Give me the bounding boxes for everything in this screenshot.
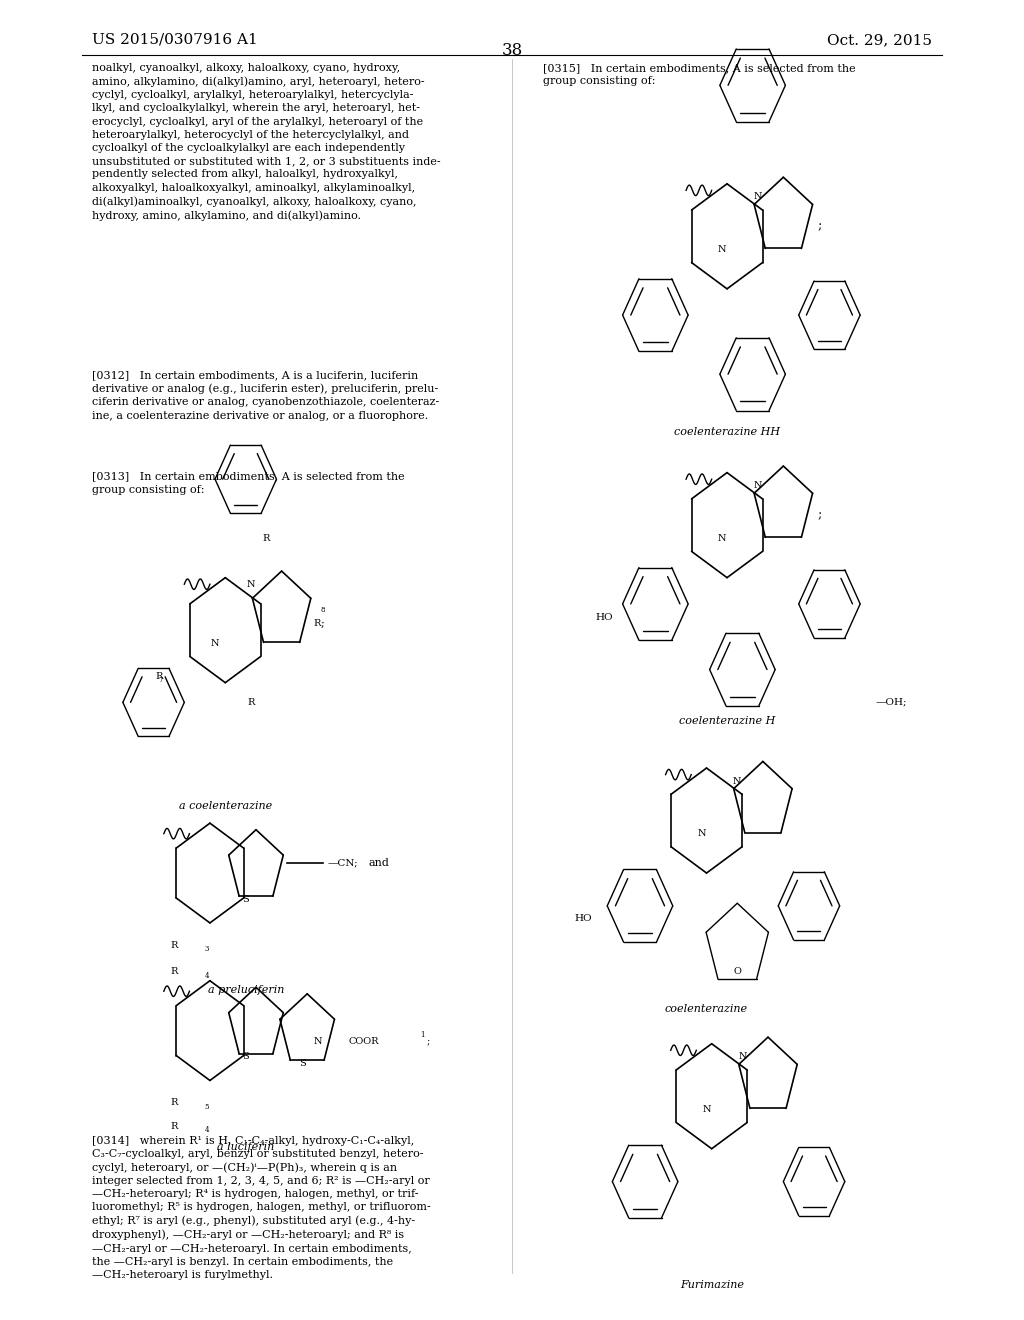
Text: HO: HO <box>574 915 593 924</box>
Text: 7: 7 <box>159 676 163 684</box>
Text: O: O <box>733 968 741 975</box>
Text: R: R <box>313 619 322 628</box>
Text: N: N <box>313 1036 322 1045</box>
Text: 8: 8 <box>321 606 325 615</box>
Text: R: R <box>155 672 163 681</box>
Text: N: N <box>754 193 762 202</box>
Text: N: N <box>718 246 726 253</box>
Text: S: S <box>243 895 249 904</box>
Text: R: R <box>262 533 270 543</box>
Text: R: R <box>170 968 178 975</box>
Text: COOR: COOR <box>348 1036 379 1045</box>
Text: N: N <box>754 482 762 490</box>
Text: R: R <box>170 1098 178 1107</box>
Text: 4: 4 <box>205 972 209 979</box>
Text: Furimazine: Furimazine <box>680 1280 743 1290</box>
Text: a coelenterazine: a coelenterazine <box>178 801 272 810</box>
Text: coelenterazine HH: coelenterazine HH <box>674 426 780 437</box>
Text: coelenterazine H: coelenterazine H <box>679 715 775 726</box>
Text: R: R <box>247 698 255 708</box>
Text: 3: 3 <box>205 945 209 953</box>
Text: coelenterazine: coelenterazine <box>665 1005 749 1014</box>
Text: 4: 4 <box>205 1126 209 1134</box>
Text: and: and <box>369 858 389 867</box>
Text: R: R <box>170 1122 178 1131</box>
Text: Oct. 29, 2015: Oct. 29, 2015 <box>826 33 932 46</box>
Text: [0315]   In certain embodiments, A is selected from the
group consisting of:: [0315] In certain embodiments, A is sele… <box>543 63 855 86</box>
Text: N: N <box>211 639 219 648</box>
Text: R: R <box>170 941 178 950</box>
Text: 1: 1 <box>420 1031 424 1039</box>
Text: [0314]   wherein R¹ is H, C₁-C₄-alkyl, hydroxy-C₁-C₄-alkyl,
C₃-C₇-cycloalkyl, ar: [0314] wherein R¹ is H, C₁-C₄-alkyl, hyd… <box>92 1135 431 1280</box>
Text: [0312]   In certain embodiments, A is a luciferin, luciferin
derivative or analo: [0312] In certain embodiments, A is a lu… <box>92 370 439 421</box>
Text: ;: ; <box>321 619 325 628</box>
Text: 5: 5 <box>205 1102 209 1111</box>
Text: noalkyl, cyanoalkyl, alkoxy, haloalkoxy, cyano, hydroxy,
amino, alkylamino, di(a: noalkyl, cyanoalkyl, alkoxy, haloalkoxy,… <box>92 63 440 220</box>
Text: —CN;: —CN; <box>328 858 358 867</box>
Text: N: N <box>718 533 726 543</box>
Text: N: N <box>733 776 741 785</box>
Text: US 2015/0307916 A1: US 2015/0307916 A1 <box>92 33 258 46</box>
Text: ;: ; <box>817 508 821 521</box>
Text: 38: 38 <box>502 42 522 59</box>
Text: N: N <box>697 829 706 838</box>
Text: —OH;: —OH; <box>876 698 907 708</box>
Text: a preluciferin: a preluciferin <box>208 985 284 995</box>
Text: ;: ; <box>817 219 821 232</box>
Text: N: N <box>702 1105 711 1114</box>
Text: a luciferin: a luciferin <box>217 1142 274 1152</box>
Text: HO: HO <box>595 612 613 622</box>
Text: N: N <box>247 579 255 589</box>
Text: S: S <box>243 1052 249 1061</box>
Text: ;: ; <box>427 1036 430 1045</box>
Text: N: N <box>738 1052 746 1061</box>
Text: [0313]   In certain embodiments, A is selected from the
group consisting of:: [0313] In certain embodiments, A is sele… <box>92 471 404 495</box>
Text: S: S <box>299 1059 305 1068</box>
